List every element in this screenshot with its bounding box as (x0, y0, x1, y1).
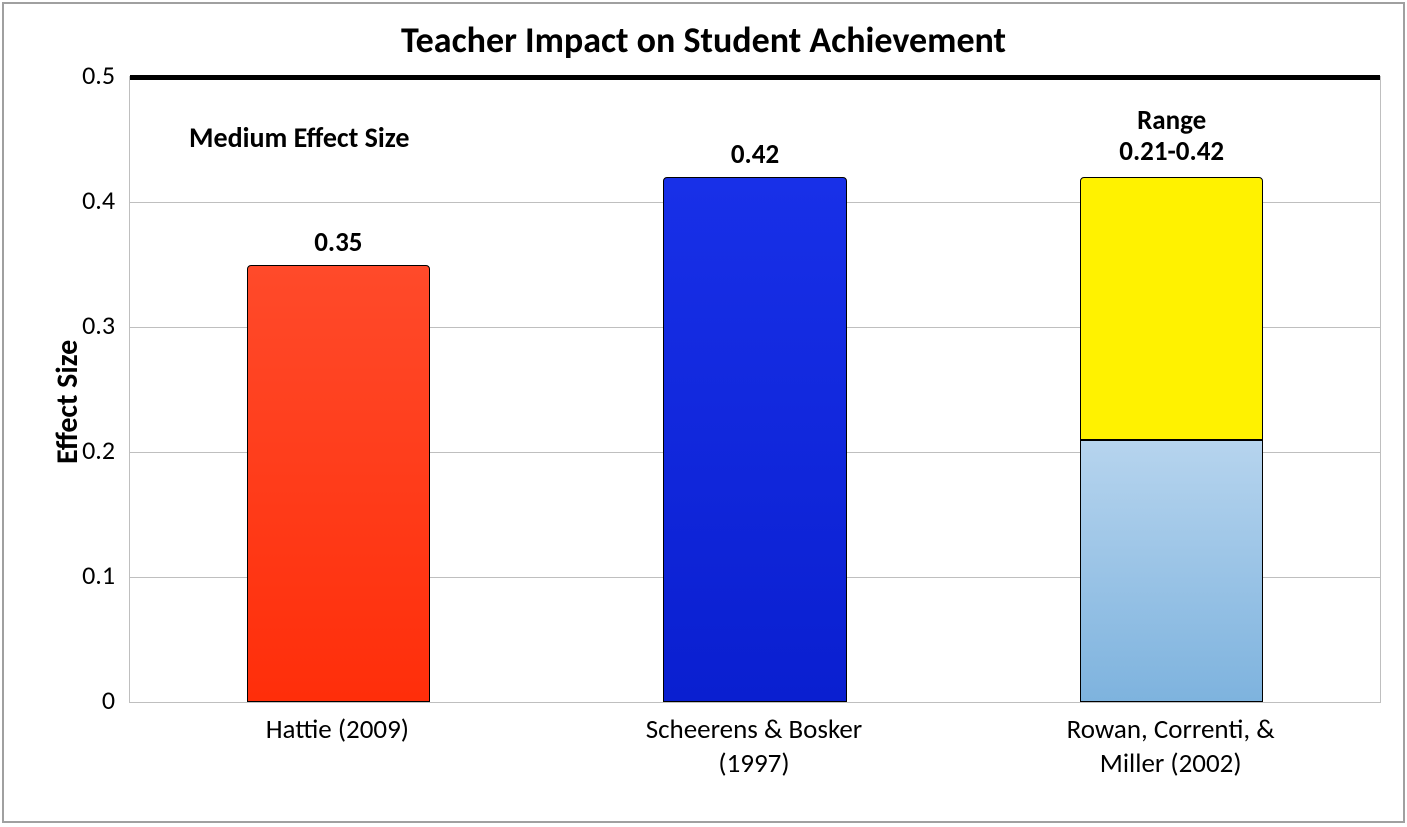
y-tick-label: 0.1 (35, 559, 115, 591)
range-label-line2: 0.21-0.42 (1020, 136, 1323, 167)
bar-segment (1080, 440, 1263, 703)
y-tick-label: 0 (35, 684, 115, 716)
range-label: Range0.21-0.42 (1020, 105, 1323, 167)
bar (247, 265, 430, 703)
y-tick-label: 0.2 (35, 434, 115, 466)
plot-area: 0.35 0.42 Range0.21-0.42 (129, 76, 1381, 703)
bar-segment (1080, 177, 1263, 440)
x-category-line1: Rowan, Correnti, & (962, 713, 1379, 747)
chart-title: Teacher Impact on Student Achievement (4, 18, 1403, 62)
x-category-line2: (1997) (546, 747, 963, 781)
x-category-label: Rowan, Correnti, &Miller (2002) (962, 713, 1379, 781)
bar (663, 177, 846, 702)
medium-effect-line (130, 75, 1380, 80)
x-category-line2: Miller (2002) (962, 747, 1379, 781)
medium-effect-label: Medium Effect Size (189, 120, 410, 155)
x-category-label: Hattie (2009) (129, 713, 546, 747)
x-category-line1: Hattie (2009) (129, 713, 546, 747)
x-category-line1: Scheerens & Bosker (546, 713, 963, 747)
range-label-line1: Range (1020, 105, 1323, 136)
y-tick-label: 0.4 (35, 184, 115, 216)
chart-container: Teacher Impact on Student Achievement 0.… (2, 2, 1405, 823)
x-category-label: Scheerens & Bosker(1997) (546, 713, 963, 781)
bar-value-label: 0.42 (663, 138, 846, 171)
bar-value-label: 0.35 (247, 226, 430, 259)
y-tick-label: 0.5 (35, 59, 115, 91)
y-tick-label: 0.3 (35, 309, 115, 341)
